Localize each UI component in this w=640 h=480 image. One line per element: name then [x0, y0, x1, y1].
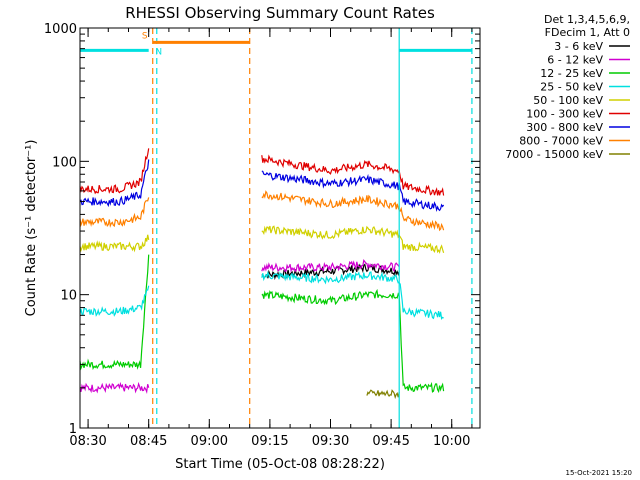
x-tick-label: 09:00 [191, 434, 228, 449]
y-tick-label: 1000 [44, 22, 77, 37]
series-line-6-12-kev [261, 259, 400, 273]
marker-layer: SN [80, 28, 473, 428]
x-tick-label: 09:45 [372, 434, 409, 449]
y-axis-label: Count Rate (s⁻¹ detector⁻¹) [24, 140, 39, 317]
x-tick-label: 09:30 [312, 434, 349, 449]
data-layer [79, 148, 445, 400]
series-line-300-800-kev [79, 159, 150, 208]
series-line-300-800-kev [261, 170, 445, 212]
legend-header-line-2: FDecim 1, Att 0 [545, 26, 630, 39]
legend-entry-7000-15000-kev: 7000 - 15000 keV [505, 148, 603, 161]
series-line-12-25-kev [261, 288, 445, 394]
legend-entry-800-7000-kev: 800 - 7000 keV [519, 135, 603, 148]
legend-entry-12-25-kev: 12 - 25 keV [540, 67, 603, 80]
series-line-50-100-kev [261, 225, 445, 254]
legend-entry-50-100-kev: 50 - 100 keV [533, 94, 603, 107]
legend-entry-3-6-kev: 3 - 6 keV [554, 40, 603, 53]
series-line-800-7000-kev [261, 190, 445, 232]
legend-entry-6-12-kev: 6 - 12 keV [547, 54, 603, 67]
series-line-12-25-kev [79, 254, 150, 371]
series-line-7000-15000-kev [366, 389, 400, 400]
series-line-6-12-kev [79, 381, 150, 394]
series-line-25-50-kev [261, 270, 444, 321]
annotation-label: S [142, 31, 148, 41]
legend-entry-300-800-kev: 300 - 800 keV [526, 121, 603, 134]
series-line-50-100-kev [79, 234, 150, 253]
series-line-100-300-kev [261, 154, 445, 196]
timestamp: 15-Oct-2021 15:20 [566, 469, 632, 477]
series-line-800-7000-kev [79, 197, 150, 228]
x-tick-label: 09:15 [251, 434, 288, 449]
y-tick-label: 10 [60, 289, 77, 304]
annotation-label: N [155, 47, 162, 57]
y-tick-label: 1 [69, 422, 77, 437]
legend-header-line-1: Det 1,3,4,5,6,9, [544, 13, 630, 26]
legend-entry-25-50-kev: 25 - 50 keV [540, 81, 603, 94]
axis-layer: 08:30 08:45 09:00 09:15 09:30 09:45 10:00 1 10 10… [44, 22, 480, 449]
legend-entry-100-300-kev: 100 - 300 keV [526, 108, 603, 121]
plot-frame [79, 27, 481, 429]
series-line-100-300-kev [79, 148, 150, 195]
y-tick-label: 100 [52, 155, 77, 170]
series-line-25-50-kev [79, 285, 150, 317]
x-tick-label: 10:00 [433, 434, 470, 449]
x-axis-label: Start Time (05-Oct-08 08:28:22) [175, 457, 385, 472]
chart-title: RHESSI Observing Summary Count Rates [125, 4, 435, 22]
x-tick-label: 08:45 [130, 434, 167, 449]
x-tick-label: 08:30 [69, 434, 106, 449]
